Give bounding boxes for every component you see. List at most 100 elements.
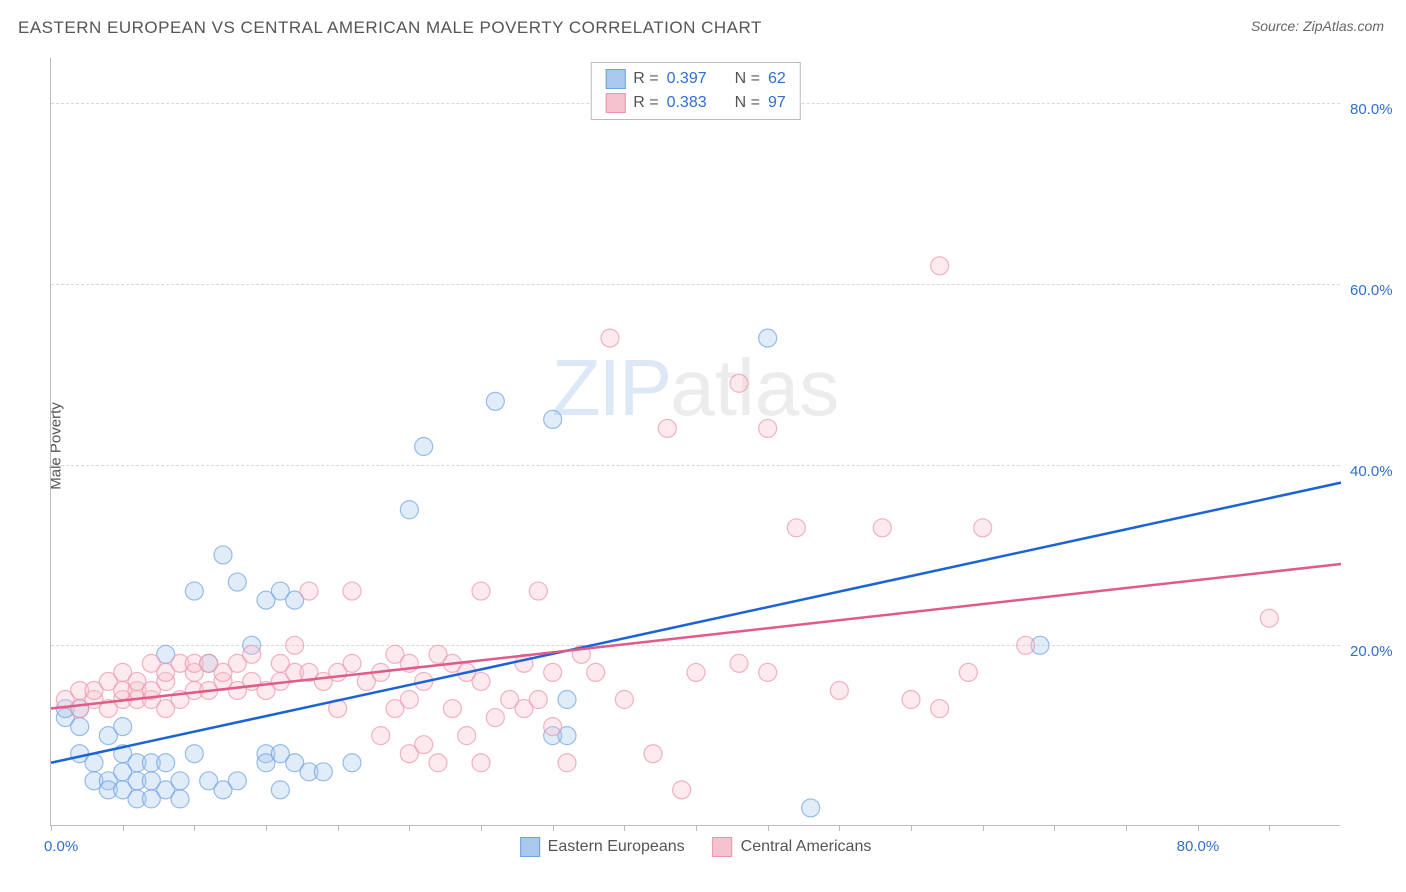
scatter-point	[400, 501, 418, 519]
legend-row: R =0.397N =62	[605, 67, 786, 91]
series-legend: Eastern Europeans Central Americans	[520, 837, 872, 857]
r-value: 0.383	[667, 91, 707, 115]
x-tick	[338, 825, 339, 831]
x-tick	[696, 825, 697, 831]
scatter-point	[171, 790, 189, 808]
chart-title: EASTERN EUROPEAN VS CENTRAL AMERICAN MAL…	[18, 18, 762, 38]
r-value: 0.397	[667, 67, 707, 91]
source-name: ZipAtlas.com	[1303, 18, 1384, 34]
x-tick	[839, 825, 840, 831]
scatter-point	[472, 582, 490, 600]
x-tick	[624, 825, 625, 831]
n-label: N =	[735, 91, 760, 115]
scatter-point	[472, 754, 490, 772]
legend-item: Eastern Europeans	[520, 837, 685, 857]
scatter-point	[644, 745, 662, 763]
x-tick	[911, 825, 912, 831]
scatter-point	[931, 700, 949, 718]
scatter-point	[343, 754, 361, 772]
r-label: R =	[633, 91, 658, 115]
scatter-point	[830, 681, 848, 699]
scatter-point	[587, 663, 605, 681]
scatter-point	[343, 582, 361, 600]
x-tick-label: 80.0%	[1177, 838, 1220, 855]
scatter-point	[959, 663, 977, 681]
scatter-point	[415, 736, 433, 754]
source-attribution: Source: ZipAtlas.com	[1251, 18, 1384, 34]
scatter-point	[759, 419, 777, 437]
scatter-point	[314, 763, 332, 781]
scatter-point	[1017, 636, 1035, 654]
scatter-point	[544, 663, 562, 681]
scatter-point	[271, 781, 289, 799]
r-label: R =	[633, 67, 658, 91]
scatter-point	[730, 654, 748, 672]
scatter-point	[558, 691, 576, 709]
scatter-point	[228, 573, 246, 591]
y-tick-label: 80.0%	[1350, 101, 1393, 118]
scatter-point	[1260, 609, 1278, 627]
x-tick	[409, 825, 410, 831]
y-tick-label: 60.0%	[1350, 282, 1393, 299]
source-prefix: Source:	[1251, 18, 1303, 34]
scatter-point	[673, 781, 691, 799]
x-tick	[983, 825, 984, 831]
scatter-point	[902, 691, 920, 709]
chart-plot-area: ZIPatlas R =0.397N =62R =0.383N =97 East…	[50, 58, 1340, 826]
n-label: N =	[735, 67, 760, 91]
scatter-point	[185, 745, 203, 763]
chart-container: EASTERN EUROPEAN VS CENTRAL AMERICAN MAL…	[0, 0, 1406, 892]
scatter-svg	[51, 58, 1340, 825]
scatter-point	[157, 754, 175, 772]
scatter-point	[300, 582, 318, 600]
scatter-point	[615, 691, 633, 709]
x-tick	[481, 825, 482, 831]
scatter-point	[802, 799, 820, 817]
y-tick-label: 20.0%	[1350, 643, 1393, 660]
scatter-point	[529, 691, 547, 709]
legend-swatch	[605, 93, 625, 113]
scatter-point	[486, 709, 504, 727]
x-tick	[768, 825, 769, 831]
n-value: 97	[768, 91, 786, 115]
scatter-point	[71, 718, 89, 736]
scatter-point	[429, 754, 447, 772]
scatter-point	[558, 754, 576, 772]
correlation-legend: R =0.397N =62R =0.383N =97	[590, 62, 801, 120]
scatter-point	[658, 419, 676, 437]
scatter-point	[601, 329, 619, 347]
x-tick	[553, 825, 554, 831]
scatter-point	[243, 645, 261, 663]
trend-line	[51, 483, 1341, 763]
scatter-point	[486, 392, 504, 410]
x-tick	[194, 825, 195, 831]
legend-label: Central Americans	[741, 838, 872, 856]
scatter-point	[759, 329, 777, 347]
scatter-point	[286, 636, 304, 654]
legend-swatch	[605, 69, 625, 89]
scatter-point	[873, 519, 891, 537]
x-tick-label: 0.0%	[44, 838, 78, 855]
legend-label: Eastern Europeans	[548, 838, 685, 856]
x-tick	[1054, 825, 1055, 831]
x-tick	[266, 825, 267, 831]
scatter-point	[85, 754, 103, 772]
scatter-point	[400, 691, 418, 709]
scatter-point	[787, 519, 805, 537]
scatter-point	[214, 546, 232, 564]
scatter-point	[443, 700, 461, 718]
scatter-point	[730, 374, 748, 392]
y-tick-label: 40.0%	[1350, 463, 1393, 480]
scatter-point	[974, 519, 992, 537]
scatter-point	[931, 257, 949, 275]
scatter-point	[759, 663, 777, 681]
scatter-point	[687, 663, 705, 681]
scatter-point	[228, 772, 246, 790]
scatter-point	[544, 410, 562, 428]
legend-row: R = 0.383 N = 97	[605, 91, 786, 115]
scatter-point	[472, 672, 490, 690]
scatter-point	[544, 718, 562, 736]
scatter-point	[343, 654, 361, 672]
x-tick	[51, 825, 52, 831]
legend-swatch	[520, 837, 540, 857]
